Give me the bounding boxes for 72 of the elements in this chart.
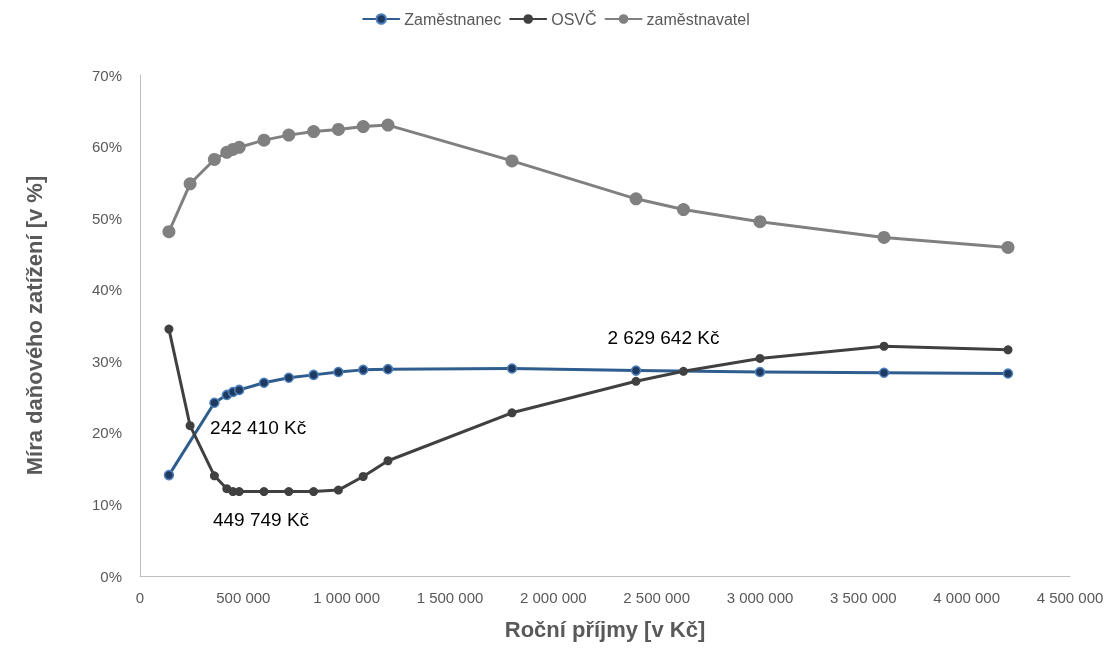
point: [258, 377, 270, 388]
annotation: 2 629 642 Kč: [607, 326, 720, 348]
point: [1001, 240, 1015, 254]
y-tick-label: 50%: [91, 209, 122, 227]
x-tick-label: 4 000 000: [933, 589, 1001, 606]
y-tick-label: 20%: [91, 424, 122, 442]
point: [1003, 345, 1013, 355]
point: [222, 484, 232, 494]
point: [333, 366, 344, 378]
point: [185, 421, 195, 431]
x-tick-label: 3 000 000: [726, 589, 794, 606]
point: [878, 367, 890, 378]
legend-label: Zaměstnanec: [404, 10, 502, 28]
point: [506, 363, 518, 374]
point: [631, 376, 641, 386]
point: [207, 152, 221, 166]
legend-label: zaměstnavatel: [646, 10, 750, 28]
point: [678, 366, 688, 376]
point: [676, 203, 690, 217]
point: [282, 128, 296, 142]
x-axis-title: Roční příjmy [v Kč]: [504, 616, 706, 642]
point: [754, 366, 766, 378]
x-tick-label: 1 000 000: [313, 589, 381, 606]
point: [307, 125, 321, 139]
point: [879, 341, 889, 351]
point: [1002, 368, 1014, 379]
point: [357, 364, 369, 376]
legend-label: OSVČ: [551, 9, 597, 28]
point: [331, 122, 345, 136]
x-tick-label: 2 000 000: [519, 589, 587, 606]
point: [308, 369, 319, 381]
point: [630, 365, 642, 376]
x-tick-label: 2 500 000: [623, 589, 691, 606]
point: [259, 487, 269, 497]
point: [232, 140, 246, 154]
y-tick-label: 60%: [91, 138, 122, 156]
point: [507, 408, 517, 418]
point: [309, 487, 319, 497]
point: [505, 154, 519, 168]
point: [753, 215, 767, 229]
point: [358, 472, 368, 482]
point: [629, 192, 643, 206]
point: [162, 225, 176, 239]
x-tick-label: 1 500 000: [416, 589, 484, 606]
annotation: 242 410 Kč: [210, 417, 307, 439]
point: [333, 485, 343, 495]
point: [209, 397, 220, 409]
annotation: 449 749 Kč: [212, 509, 310, 531]
point: [164, 324, 174, 334]
y-axis-title: Míra daňového zatížení [v %]: [21, 175, 47, 476]
point: [356, 120, 370, 134]
point: [284, 487, 294, 497]
x-tick-label: 4 500 000: [1036, 589, 1104, 606]
point: [209, 471, 219, 481]
point: [257, 133, 271, 147]
point: [183, 177, 197, 191]
point: [877, 230, 891, 244]
point: [163, 469, 175, 481]
point: [382, 363, 394, 375]
x-tick-label: 3 500 000: [829, 589, 897, 606]
x-tick-label: 0: [135, 589, 145, 606]
point: [233, 384, 245, 396]
y-tick-label: 40%: [91, 281, 122, 299]
x-tick-label: 500 000: [216, 589, 271, 606]
y-tick-label: 70%: [91, 66, 122, 84]
point: [381, 118, 395, 132]
point: [383, 456, 393, 466]
point: [755, 353, 765, 363]
y-tick-label: 0%: [100, 567, 122, 585]
point: [283, 372, 295, 383]
y-tick-label: 10%: [91, 495, 122, 513]
y-tick-label: 30%: [91, 352, 122, 370]
